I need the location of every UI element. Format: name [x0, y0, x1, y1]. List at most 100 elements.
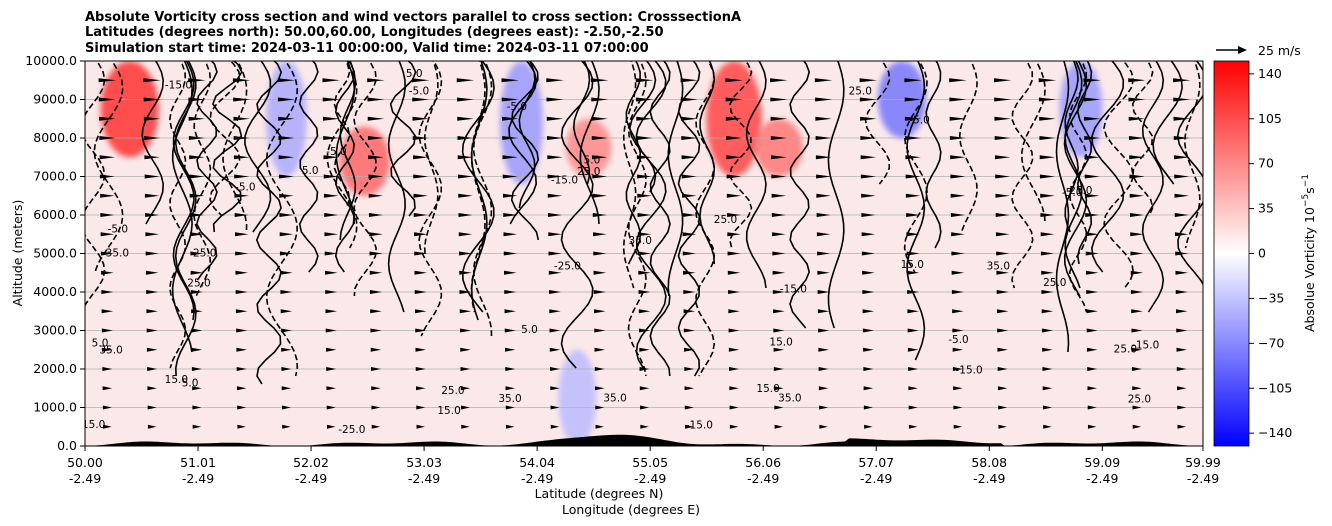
wind-vector-225 — [100, 251, 114, 256]
wind-vector-294 — [950, 213, 965, 217]
wind-vector-142 — [862, 328, 874, 333]
wind-vector-345 — [995, 174, 1011, 179]
wind-vector-419 — [949, 116, 967, 121]
wind-vector-469 — [949, 78, 967, 83]
vorticity-feature-8 — [1059, 61, 1103, 158]
wind-vector-168 — [907, 309, 919, 314]
wind-vector-177 — [190, 290, 203, 294]
contour-label-27: -15.0 — [955, 365, 982, 377]
wind-vector-343 — [905, 174, 921, 179]
wind-vector-275 — [100, 213, 115, 217]
contour-line-41 — [649, 61, 671, 377]
wind-vector-405 — [322, 116, 340, 121]
wind-vector-301 — [144, 193, 160, 198]
colorbar-label-unit: s — [1302, 187, 1317, 194]
wind-vector-117 — [863, 347, 874, 352]
wind-vector-403 — [233, 116, 250, 121]
wind-vector-328 — [234, 174, 250, 179]
wind-vector-240 — [772, 251, 786, 256]
wind-vector-362 — [636, 155, 653, 160]
contour-line-37 — [508, 61, 538, 225]
wind-vector-94 — [952, 367, 963, 371]
contour-line-64 — [728, 61, 753, 249]
contour-line-62 — [677, 61, 701, 377]
wind-vector-449 — [1173, 97, 1191, 102]
wind-vector-115 — [773, 347, 785, 352]
wind-vector-101 — [146, 347, 158, 352]
wind-vector-396 — [1039, 136, 1056, 140]
contour-label-22: -15.0 — [551, 175, 578, 187]
wind-vector-444 — [949, 97, 967, 102]
colorbar-gradient — [1213, 60, 1250, 447]
plot-area: -5.0-5.05.015.035.025.015.025.025.035.02… — [84, 60, 1204, 447]
wind-vector-260 — [548, 232, 562, 237]
vorticity-feature-2 — [565, 118, 612, 177]
wind-vector-322 — [1084, 193, 1100, 198]
contour-label-16: 5.0 — [302, 165, 319, 177]
wind-vector-102 — [191, 347, 203, 352]
wind-vector-34 — [505, 405, 515, 410]
wind-vector-87 — [639, 367, 650, 371]
wind-vector-166 — [817, 309, 830, 314]
wind-vector-107 — [415, 347, 426, 352]
wind-vector-336 — [592, 174, 608, 179]
wind-vector-212 — [638, 270, 651, 275]
wind-vector-3 — [237, 424, 246, 429]
wind-vector-1 — [147, 424, 157, 429]
contour-label-32: 15.0 — [769, 337, 792, 349]
colorbar: 140 105 70 35 0 −35 −70 −105 −140 Absolue Vortic… — [1213, 60, 1317, 447]
wind-vector-170 — [996, 309, 1009, 314]
wind-vector-269 — [951, 232, 965, 237]
wind-vector-235 — [548, 251, 562, 256]
wind-vector-264 — [727, 232, 741, 237]
x-tick-lat-label-9: 59.09 — [1084, 455, 1120, 470]
wind-vector-25 — [102, 405, 112, 410]
colorbar-label-exp2: −1 — [1301, 174, 1311, 187]
wind-vector-412 — [636, 116, 653, 121]
wind-vector-30 — [326, 405, 336, 410]
wind-vector-474 — [1172, 78, 1191, 83]
wind-vector-253 — [234, 232, 249, 237]
y-tick-label-2: 2000.0 — [33, 361, 77, 376]
wind-vector-246 — [1040, 251, 1054, 256]
contour-line-53 — [470, 61, 488, 321]
wind-vector-462 — [635, 78, 654, 83]
wind-vector-119 — [952, 347, 964, 352]
y-tick-label-3: 3000.0 — [33, 323, 77, 338]
wind-vector-50 — [102, 386, 113, 391]
wind-vector-183 — [459, 290, 472, 294]
wind-vector-242 — [861, 251, 875, 256]
wind-vector-330 — [323, 174, 339, 179]
wind-vector-370 — [994, 155, 1011, 160]
wind-vector-408 — [457, 116, 474, 121]
wind-vector-446 — [1038, 97, 1056, 102]
wind-vector-150 — [101, 309, 114, 314]
wind-vector-188 — [683, 290, 696, 294]
wind-vector-338 — [681, 174, 697, 179]
wind-vector-221 — [1041, 270, 1054, 275]
wind-vector-227 — [190, 251, 204, 256]
wind-vector-131 — [370, 328, 382, 333]
contour-label-43: 25.0 — [849, 86, 872, 98]
wind-vector-179 — [280, 290, 293, 294]
wind-vector-58 — [460, 386, 471, 391]
wind-vector-386 — [591, 136, 608, 140]
wind-vector-2 — [192, 424, 202, 429]
contour-line-14 — [906, 61, 926, 361]
contour-line-31 — [745, 61, 767, 289]
wind-vector-258 — [458, 232, 473, 237]
y-tick-label-5: 5000.0 — [33, 246, 77, 261]
wind-vector-337 — [637, 174, 653, 179]
wind-vector-33 — [461, 405, 471, 410]
y-tick-label-9: 9000.0 — [33, 92, 77, 107]
wind-vector-291 — [816, 213, 831, 217]
wind-vector-451 — [143, 78, 161, 83]
wind-vector-228 — [235, 251, 249, 256]
wind-vector-38 — [684, 405, 694, 410]
wind-vector-138 — [683, 328, 695, 333]
wind-vector-145 — [997, 328, 1009, 333]
wind-vector-205 — [324, 270, 338, 275]
contour-label-2: 5.0 — [92, 338, 109, 350]
wind-vector-409 — [502, 116, 519, 121]
contour-label-34: -15.0 — [780, 284, 807, 296]
